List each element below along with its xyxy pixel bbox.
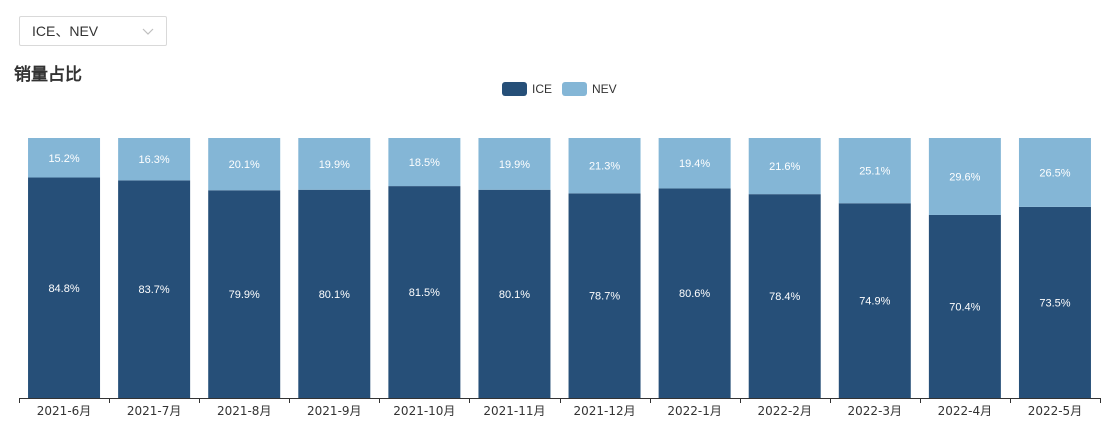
bar-ice-2022-4月[interactable] xyxy=(928,214,1001,398)
bar-nev-2022-4月[interactable] xyxy=(928,138,1001,215)
x-tick-label: 2022-5月 xyxy=(1028,404,1083,418)
data-label-nev-2022-1月: 19.4% xyxy=(679,158,710,170)
bar-ice-2021-12月[interactable] xyxy=(568,193,641,398)
bar-ice-2022-5月[interactable] xyxy=(1018,206,1091,398)
data-label-nev-2022-4月: 29.6% xyxy=(949,171,980,183)
bar-ice-2021-7月[interactable] xyxy=(118,180,191,398)
data-label-nev-2021-7月: 16.3% xyxy=(139,154,170,166)
bar-nev-2021-10月[interactable] xyxy=(388,138,461,187)
x-tick-label: 2021-7月 xyxy=(127,404,182,418)
x-tick-label: 2021-12月 xyxy=(573,404,635,418)
data-label-ice-2022-2月: 78.4% xyxy=(769,291,800,303)
bar-nev-2022-5月[interactable] xyxy=(1018,138,1091,207)
x-tick-label: 2022-2月 xyxy=(757,404,812,418)
x-tick-label: 2021-9月 xyxy=(307,404,362,418)
series-select[interactable]: ICE、NEV xyxy=(19,16,167,46)
data-label-ice-2022-4月: 70.4% xyxy=(949,301,980,313)
bar-nev-2021-12月[interactable] xyxy=(568,138,641,194)
legend-swatch-nev[interactable] xyxy=(562,82,587,96)
bar-ice-2021-9月[interactable] xyxy=(298,189,371,398)
data-label-nev-2021-10月: 18.5% xyxy=(409,157,440,169)
bar-nev-2021-9月[interactable] xyxy=(298,138,371,190)
data-label-ice-2021-12月: 78.7% xyxy=(589,291,620,303)
chart-title: 销量占比 xyxy=(14,65,82,85)
data-label-nev-2021-11月: 19.9% xyxy=(499,159,530,171)
data-label-nev-2022-3月: 25.1% xyxy=(859,166,890,178)
bar-ice-2022-2月[interactable] xyxy=(748,194,821,398)
data-label-ice-2021-11月: 80.1% xyxy=(499,289,530,301)
x-tick-label: 2021-8月 xyxy=(217,404,272,418)
legend-label-ice[interactable]: ICE xyxy=(532,82,552,96)
bar-nev-2022-3月[interactable] xyxy=(838,138,911,204)
data-label-nev-2022-2月: 21.6% xyxy=(769,161,800,173)
data-label-nev-2021-12月: 21.3% xyxy=(589,161,620,173)
bar-nev-2022-1月[interactable] xyxy=(658,138,731,189)
data-label-ice-2021-6月: 84.8% xyxy=(48,283,79,295)
bar-nev-2021-8月[interactable] xyxy=(208,138,281,191)
x-tick-label: 2022-1月 xyxy=(667,404,722,418)
data-label-ice-2022-1月: 80.6% xyxy=(679,288,710,300)
data-label-ice-2021-7月: 83.7% xyxy=(139,284,170,296)
data-label-nev-2021-9月: 19.9% xyxy=(319,159,350,171)
bar-ice-2021-6月[interactable] xyxy=(28,177,101,398)
bar-nev-2021-6月[interactable] xyxy=(28,138,101,178)
data-label-ice-2021-9月: 80.1% xyxy=(319,289,350,301)
x-tick-label: 2021-11月 xyxy=(483,404,545,418)
x-tick-label: 2021-10月 xyxy=(393,404,455,418)
legend-label-nev[interactable]: NEV xyxy=(592,82,617,96)
series-select-value: ICE、NEV xyxy=(32,23,99,39)
data-label-ice-2021-8月: 79.9% xyxy=(229,289,260,301)
bar-ice-2022-1月[interactable] xyxy=(658,188,731,398)
bar-ice-2022-3月[interactable] xyxy=(838,203,911,398)
data-label-nev-2021-6月: 15.2% xyxy=(48,153,79,165)
bar-ice-2021-10月[interactable] xyxy=(388,186,461,398)
x-tick-label: 2022-3月 xyxy=(848,404,903,418)
bar-nev-2021-7月[interactable] xyxy=(118,138,191,181)
x-tick-label: 2022-4月 xyxy=(938,404,993,418)
data-label-nev-2021-8月: 20.1% xyxy=(229,159,260,171)
data-label-ice-2021-10月: 81.5% xyxy=(409,287,440,299)
bar-ice-2021-11月[interactable] xyxy=(478,189,551,398)
chevron-down-icon xyxy=(142,28,154,35)
bar-nev-2022-2月[interactable] xyxy=(748,138,821,195)
data-label-nev-2022-5月: 26.5% xyxy=(1039,167,1070,179)
legend-swatch-ice[interactable] xyxy=(502,82,527,96)
bar-ice-2021-8月[interactable] xyxy=(208,190,281,398)
data-label-ice-2022-5月: 73.5% xyxy=(1039,297,1070,309)
data-label-ice-2022-3月: 74.9% xyxy=(859,296,890,308)
x-tick-label: 2021-6月 xyxy=(37,404,92,418)
bar-nev-2021-11月[interactable] xyxy=(478,138,551,190)
